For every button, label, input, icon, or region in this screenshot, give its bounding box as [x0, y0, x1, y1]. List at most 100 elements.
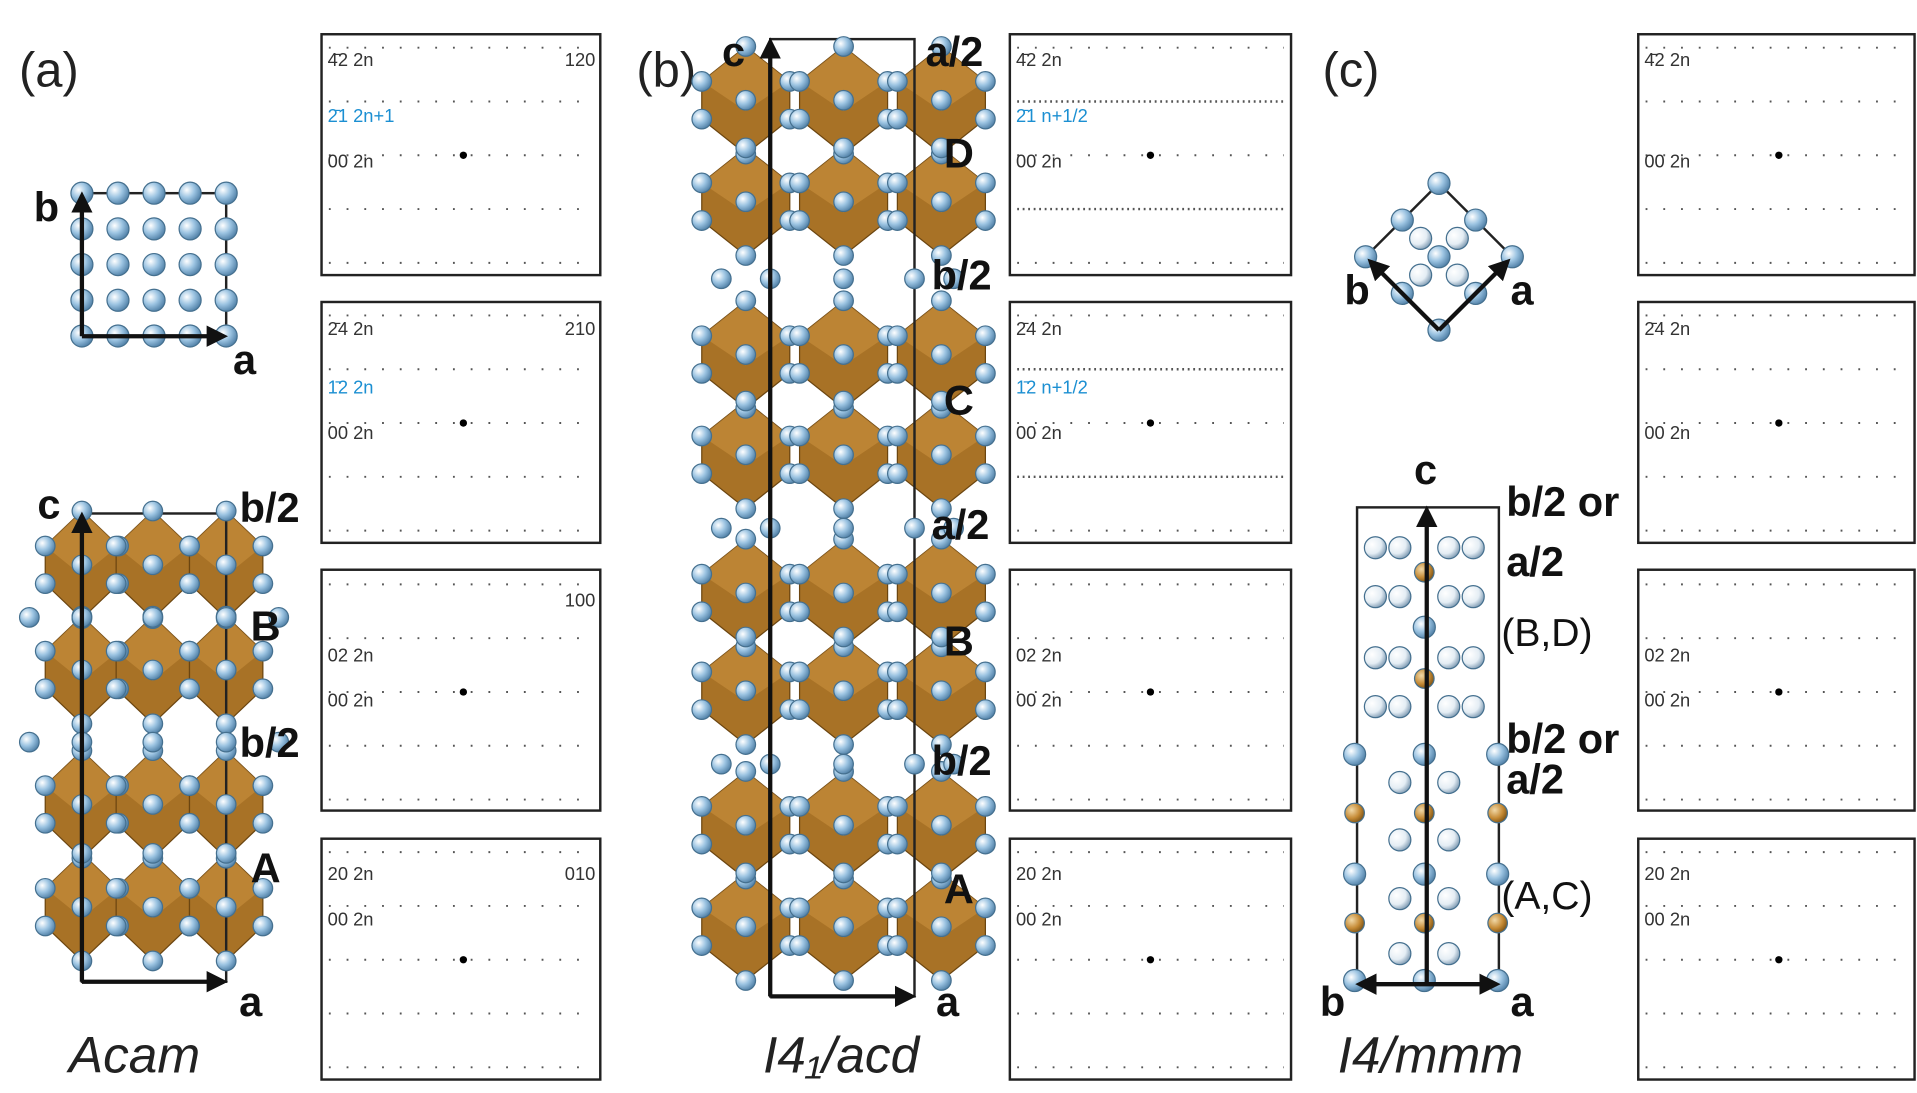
atom [976, 464, 996, 484]
direct-beam [460, 419, 467, 426]
atom [736, 291, 756, 311]
axis-label: a [233, 336, 257, 383]
atom [143, 732, 163, 752]
atom [216, 555, 236, 575]
atom [712, 269, 732, 289]
atom [1415, 803, 1435, 823]
atom [692, 211, 712, 231]
atom [976, 898, 996, 918]
atom [888, 662, 908, 682]
atom [180, 814, 200, 834]
atom [790, 564, 810, 584]
atom [736, 917, 756, 937]
atom [888, 109, 908, 129]
atom [1415, 562, 1435, 582]
atom [834, 345, 854, 365]
atom [736, 499, 756, 519]
stacking-annotation: a/2 [932, 501, 990, 548]
atom [736, 138, 756, 158]
atom [834, 681, 854, 701]
atom [35, 916, 55, 936]
reflection-label: 20 2n [1644, 863, 1690, 884]
atom [35, 814, 55, 834]
atom [834, 735, 854, 755]
atom [20, 608, 40, 628]
direct-beam [460, 152, 467, 159]
atom [790, 72, 810, 92]
atom [888, 834, 908, 854]
atom [216, 951, 236, 971]
reflection-label: 02 2n [1644, 644, 1690, 665]
atom [888, 364, 908, 384]
atom [253, 574, 273, 594]
zone-axis-label: 100 [565, 589, 596, 610]
atom [1345, 913, 1365, 933]
reflection-label: 00 2n [1016, 908, 1062, 929]
reflection-label: 00 2n [1644, 150, 1690, 171]
atom [1428, 172, 1450, 194]
atom [106, 641, 126, 661]
atom [143, 714, 163, 734]
reflection-label: 00 2n [328, 150, 374, 171]
atom [905, 754, 925, 774]
reflection-label: 00 2n [328, 422, 374, 443]
stacking-annotation: A [944, 865, 974, 912]
reflection-label: 00 2n [1016, 422, 1062, 443]
atom [216, 608, 236, 628]
atom [143, 844, 163, 864]
atom [1410, 264, 1432, 286]
atom [1465, 209, 1487, 231]
atom [253, 679, 273, 699]
reflection-label: 4̄2 2n [1644, 49, 1690, 70]
atom [1428, 246, 1450, 268]
atom [1389, 888, 1411, 910]
atom [106, 776, 126, 796]
atom [179, 218, 201, 240]
direct-beam [1775, 419, 1782, 426]
atom [1413, 743, 1435, 765]
atom [20, 732, 40, 752]
atom [736, 345, 756, 365]
atom [143, 182, 165, 204]
atom [976, 700, 996, 720]
atom [216, 732, 236, 752]
axis-label: a [936, 978, 960, 1025]
atom [834, 269, 854, 289]
atom [106, 916, 126, 936]
direct-beam [1775, 688, 1782, 695]
atom [143, 660, 163, 680]
atom [834, 815, 854, 835]
atom [106, 814, 126, 834]
atom [976, 662, 996, 682]
panel-label: (c) [1322, 43, 1379, 97]
atom [35, 574, 55, 594]
direct-beam [1147, 152, 1154, 159]
atom [834, 971, 854, 991]
direct-beam [1147, 688, 1154, 695]
atom [1364, 647, 1386, 669]
atom [107, 254, 129, 276]
highlighted-reflection-label: 2̄1 n+1/2 [1016, 105, 1088, 126]
atom [932, 445, 952, 465]
atom [692, 662, 712, 682]
atom [736, 627, 756, 647]
atom [179, 182, 201, 204]
stacking-annotation: (B,D) [1501, 612, 1592, 655]
atom [216, 501, 236, 521]
atom [253, 916, 273, 936]
atom [790, 173, 810, 193]
stacking-annotation: a/2 [1506, 755, 1564, 802]
atom [736, 583, 756, 603]
atom [1462, 647, 1484, 669]
atom [1345, 803, 1365, 823]
atom [107, 289, 129, 311]
atom [888, 797, 908, 817]
atom [1389, 943, 1411, 965]
atom [976, 364, 996, 384]
atom [35, 641, 55, 661]
axis-label: a [1511, 978, 1535, 1025]
atom [1389, 771, 1411, 793]
atom [736, 863, 756, 883]
atom [790, 464, 810, 484]
atom [106, 879, 126, 899]
